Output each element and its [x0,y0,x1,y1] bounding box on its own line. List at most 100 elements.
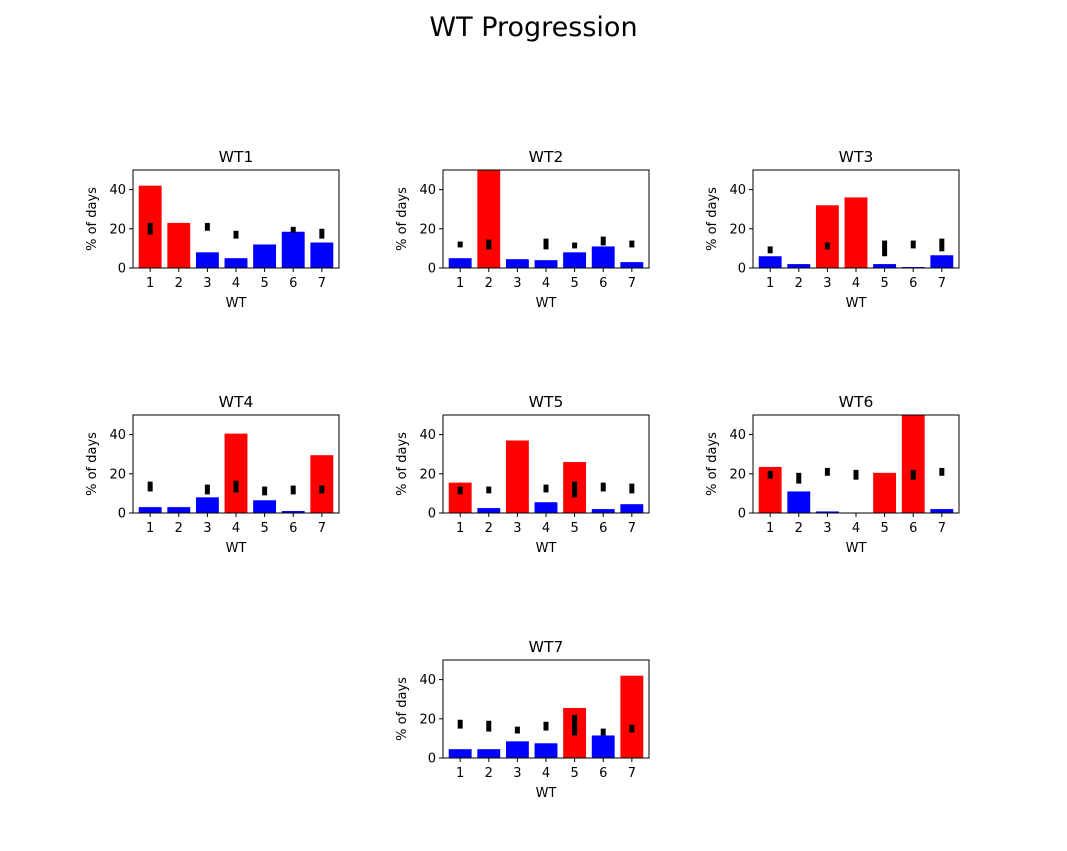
range-marker [457,241,463,248]
bar [281,231,305,268]
bar [591,246,615,268]
x-tick-label: 7 [628,766,636,781]
y-axis-label: % of days [705,432,720,496]
bar [534,502,558,513]
subplot-wt5: 1 2 3 4 5 6 7 0 20 40 WT5 WT % of days [395,393,650,556]
subplot-wt7: 1 2 3 4 5 6 7 0 20 40 WT7 WT % of days [395,638,650,801]
y-tick-label: 40 [419,183,436,198]
x-tick-label: 5 [570,766,578,781]
y-tick-label: 0 [428,752,436,767]
range-marker [796,472,802,484]
range-marker [629,240,635,248]
bar [930,255,954,268]
bar [534,260,558,268]
y-axis-label: % of days [85,432,100,496]
bar [505,259,529,268]
x-tick-label: 6 [289,276,297,291]
y-axis-label: % of days [395,187,410,251]
y-axis-label: % of days [395,432,410,496]
range-marker [543,484,549,493]
y-tick-label: 40 [419,673,436,688]
bar [505,440,529,513]
range-marker [204,222,210,231]
range-marker [290,485,296,495]
x-tick-label: 2 [485,276,493,291]
x-tick-label: 2 [175,276,183,291]
range-marker [600,236,606,246]
bar [591,509,615,513]
bar [310,242,334,268]
x-tick-label: 4 [542,521,550,536]
bar [477,749,501,758]
range-marker [147,481,153,492]
bar [195,497,219,513]
x-tick-label: 1 [146,276,154,291]
x-tick-label: 2 [485,521,493,536]
range-marker [824,242,830,250]
x-tick-label: 1 [456,276,464,291]
x-tick-label: 1 [456,766,464,781]
range-marker [882,240,888,257]
x-tick-label: 6 [909,276,917,291]
x-tick-label: 5 [570,276,578,291]
range-marker [600,482,606,492]
bar [873,264,897,268]
range-marker [572,481,578,498]
x-tick-label: 3 [513,521,521,536]
subplot-title: WT6 [839,393,874,411]
y-axis-label: % of days [395,677,410,741]
x-tick-label: 5 [570,521,578,536]
bar [563,252,587,268]
x-tick-label: 2 [795,276,803,291]
bar [448,749,472,758]
x-tick-label: 4 [232,276,240,291]
axes-frame [752,414,960,514]
x-tick-label: 3 [513,276,521,291]
x-tick-label: 1 [766,276,774,291]
x-tick-label: 7 [628,276,636,291]
x-axis-label: WT [536,296,557,311]
bar [281,511,305,513]
range-marker [824,467,830,476]
y-tick-label: 40 [729,428,746,443]
x-tick-label: 5 [260,521,268,536]
subplot-title: WT5 [529,393,564,411]
range-marker [767,246,773,254]
x-tick-label: 6 [599,521,607,536]
bar [901,415,925,513]
y-tick-label: 0 [738,262,746,277]
subplot-title: WT1 [219,148,254,166]
x-tick-label: 2 [485,766,493,781]
x-tick-label: 2 [795,521,803,536]
axes-frame [442,414,650,514]
bar [477,508,501,513]
y-axis-label: % of days [85,187,100,251]
x-tick-label: 6 [909,521,917,536]
subplot-wt1: 1 2 3 4 5 6 7 0 20 40 WT1 WT % of days [85,148,340,311]
range-marker [457,486,463,495]
range-marker [457,719,463,729]
bar [138,507,162,513]
bar [815,205,839,268]
range-marker [147,222,153,235]
x-tick-label: 3 [203,276,211,291]
bar [591,735,615,758]
bar [448,258,472,268]
range-marker [767,470,773,479]
range-marker [233,230,239,239]
x-tick-label: 1 [456,521,464,536]
x-axis-label: WT [226,296,247,311]
axes-frame [442,169,650,269]
bar [253,500,277,513]
range-marker [204,484,210,495]
x-tick-label: 2 [175,521,183,536]
bar [844,197,868,268]
x-tick-label: 7 [938,276,946,291]
range-marker [290,226,296,233]
y-tick-label: 20 [109,222,126,237]
x-axis-label: WT [846,296,867,311]
range-marker [486,720,492,732]
x-tick-label: 7 [628,521,636,536]
x-tick-label: 3 [823,521,831,536]
